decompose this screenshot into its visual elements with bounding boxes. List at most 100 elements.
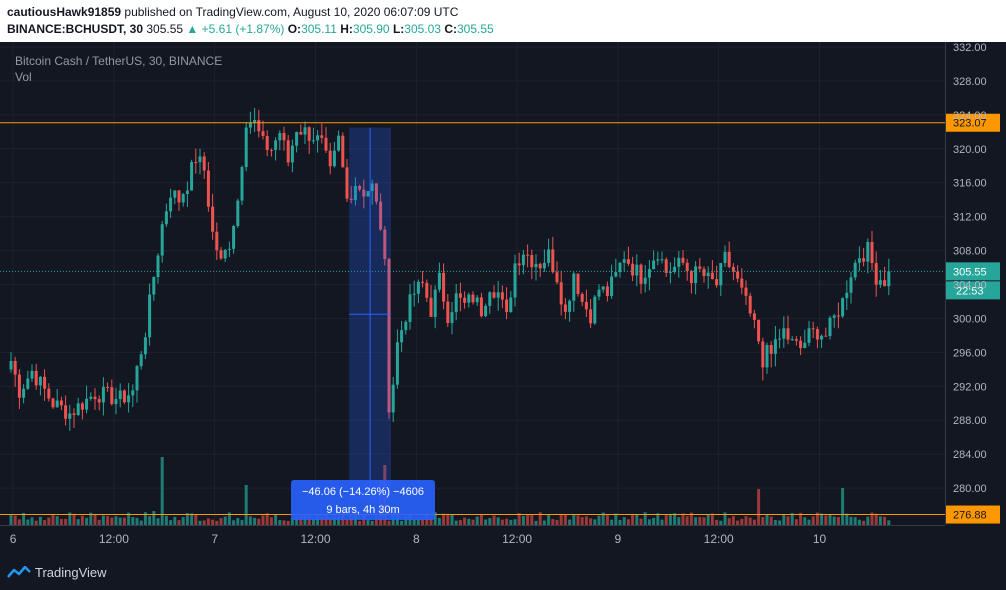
volume-bar: [463, 517, 467, 525]
volume-bar: [862, 520, 866, 525]
close-value: 305.55: [456, 22, 494, 36]
volume-bar: [723, 512, 727, 525]
candle-body: [765, 344, 769, 368]
candle-body: [127, 395, 131, 403]
candle-body: [677, 257, 681, 267]
candle-body: [757, 319, 761, 342]
candle-body: [694, 266, 698, 284]
x-tick-label: 12:00: [99, 532, 129, 546]
candle-body: [51, 398, 55, 408]
candle-body: [727, 251, 731, 267]
candle-body: [106, 386, 110, 388]
volume-bar: [551, 519, 555, 525]
volume-bar: [236, 518, 240, 525]
candle-body: [22, 388, 26, 398]
candle-body: [458, 293, 462, 298]
volume-bar: [202, 520, 206, 525]
volume-bar: [177, 520, 181, 525]
candle-body: [668, 271, 672, 273]
candle-body: [278, 132, 282, 141]
candle-body: [17, 374, 21, 398]
volume-bar: [257, 518, 261, 525]
candle-body: [631, 263, 635, 276]
candle-body: [26, 378, 30, 389]
candle-body: [240, 167, 244, 201]
volume-bar: [631, 513, 635, 525]
volume-bar: [584, 516, 588, 525]
candle-body: [307, 127, 311, 141]
chart-svg[interactable]: 323.07 276.88 305.55 22:53 −46.06 (−14.26%) …: [0, 0, 1006, 552]
symbol-name[interactable]: BINANCE:BCHUSDT, 30: [7, 22, 144, 36]
candle-body: [118, 390, 122, 400]
volume-bar: [429, 518, 433, 525]
volume-bar: [34, 520, 38, 525]
candle-body: [211, 206, 215, 232]
candle-body: [475, 297, 479, 303]
volume-bar: [110, 517, 114, 525]
volume-bar: [685, 516, 689, 525]
volume-bar: [345, 518, 349, 525]
measure-tooltip-line1: −46.06 (−14.26%) −4606: [302, 486, 424, 498]
volume-bar: [538, 512, 542, 525]
candle-body: [265, 136, 269, 150]
countdown-badge: [946, 281, 1000, 300]
volume-bar: [404, 516, 408, 525]
volume-bar: [605, 515, 609, 525]
volume-bar: [845, 513, 849, 525]
candle-body: [769, 344, 773, 354]
candle-body: [400, 330, 404, 343]
volume-bar: [240, 520, 244, 525]
candle-body: [358, 186, 362, 190]
candle-body: [387, 259, 391, 413]
candle-body: [412, 293, 416, 295]
candle-body: [542, 262, 546, 269]
volume-bar: [694, 517, 698, 525]
close-label: C:: [444, 22, 457, 36]
volume-bar: [597, 515, 601, 525]
volume-bar: [492, 515, 496, 525]
tradingview-logo-icon: [7, 566, 31, 578]
y-tick-label: 292.00: [953, 381, 987, 393]
candle-body: [85, 398, 89, 410]
candle-body: [198, 156, 202, 163]
candle-body: [223, 249, 227, 259]
volume-bar: [9, 514, 13, 525]
candle-body: [286, 140, 290, 163]
candle-body: [643, 277, 647, 284]
volume-bar: [135, 517, 139, 525]
candle-body: [601, 286, 605, 290]
candle-body: [568, 300, 572, 312]
time-axis[interactable]: [0, 525, 945, 552]
volume-bar: [635, 514, 639, 525]
volume-bar: [47, 517, 51, 525]
candle-body: [618, 262, 622, 272]
candle-body: [589, 309, 593, 324]
volume-bar: [85, 517, 89, 525]
author-username[interactable]: cautiousHawk91859: [7, 5, 122, 19]
candle-body: [857, 258, 861, 263]
volume-bar: [479, 514, 483, 525]
y-tick-label: 300.00: [953, 313, 987, 325]
tradingview-logo[interactable]: TradingView: [7, 563, 107, 581]
candle-body: [496, 292, 500, 298]
high-value: 305.90: [352, 22, 390, 36]
candle-body: [404, 321, 408, 331]
candle-body: [173, 190, 177, 198]
candle-body: [446, 301, 450, 324]
candle-body: [748, 295, 752, 314]
candle-body: [820, 335, 824, 340]
candle-body: [425, 282, 429, 298]
volume-bar: [421, 517, 425, 525]
volume-bar: [295, 517, 299, 525]
symbol-line: BINANCE:BCHUSDT, 30 305.55 ▲ +5.61 (+1.8…: [7, 22, 494, 36]
candle-body: [660, 259, 664, 261]
candle-body: [47, 388, 51, 399]
candle-body: [786, 328, 790, 340]
candle-body: [160, 224, 164, 256]
volume-bar: [38, 516, 42, 525]
volume-bar: [555, 519, 559, 525]
candle-body: [605, 286, 609, 297]
candle-body: [597, 289, 601, 297]
candle-body: [563, 304, 567, 312]
volume-bar: [265, 513, 269, 525]
